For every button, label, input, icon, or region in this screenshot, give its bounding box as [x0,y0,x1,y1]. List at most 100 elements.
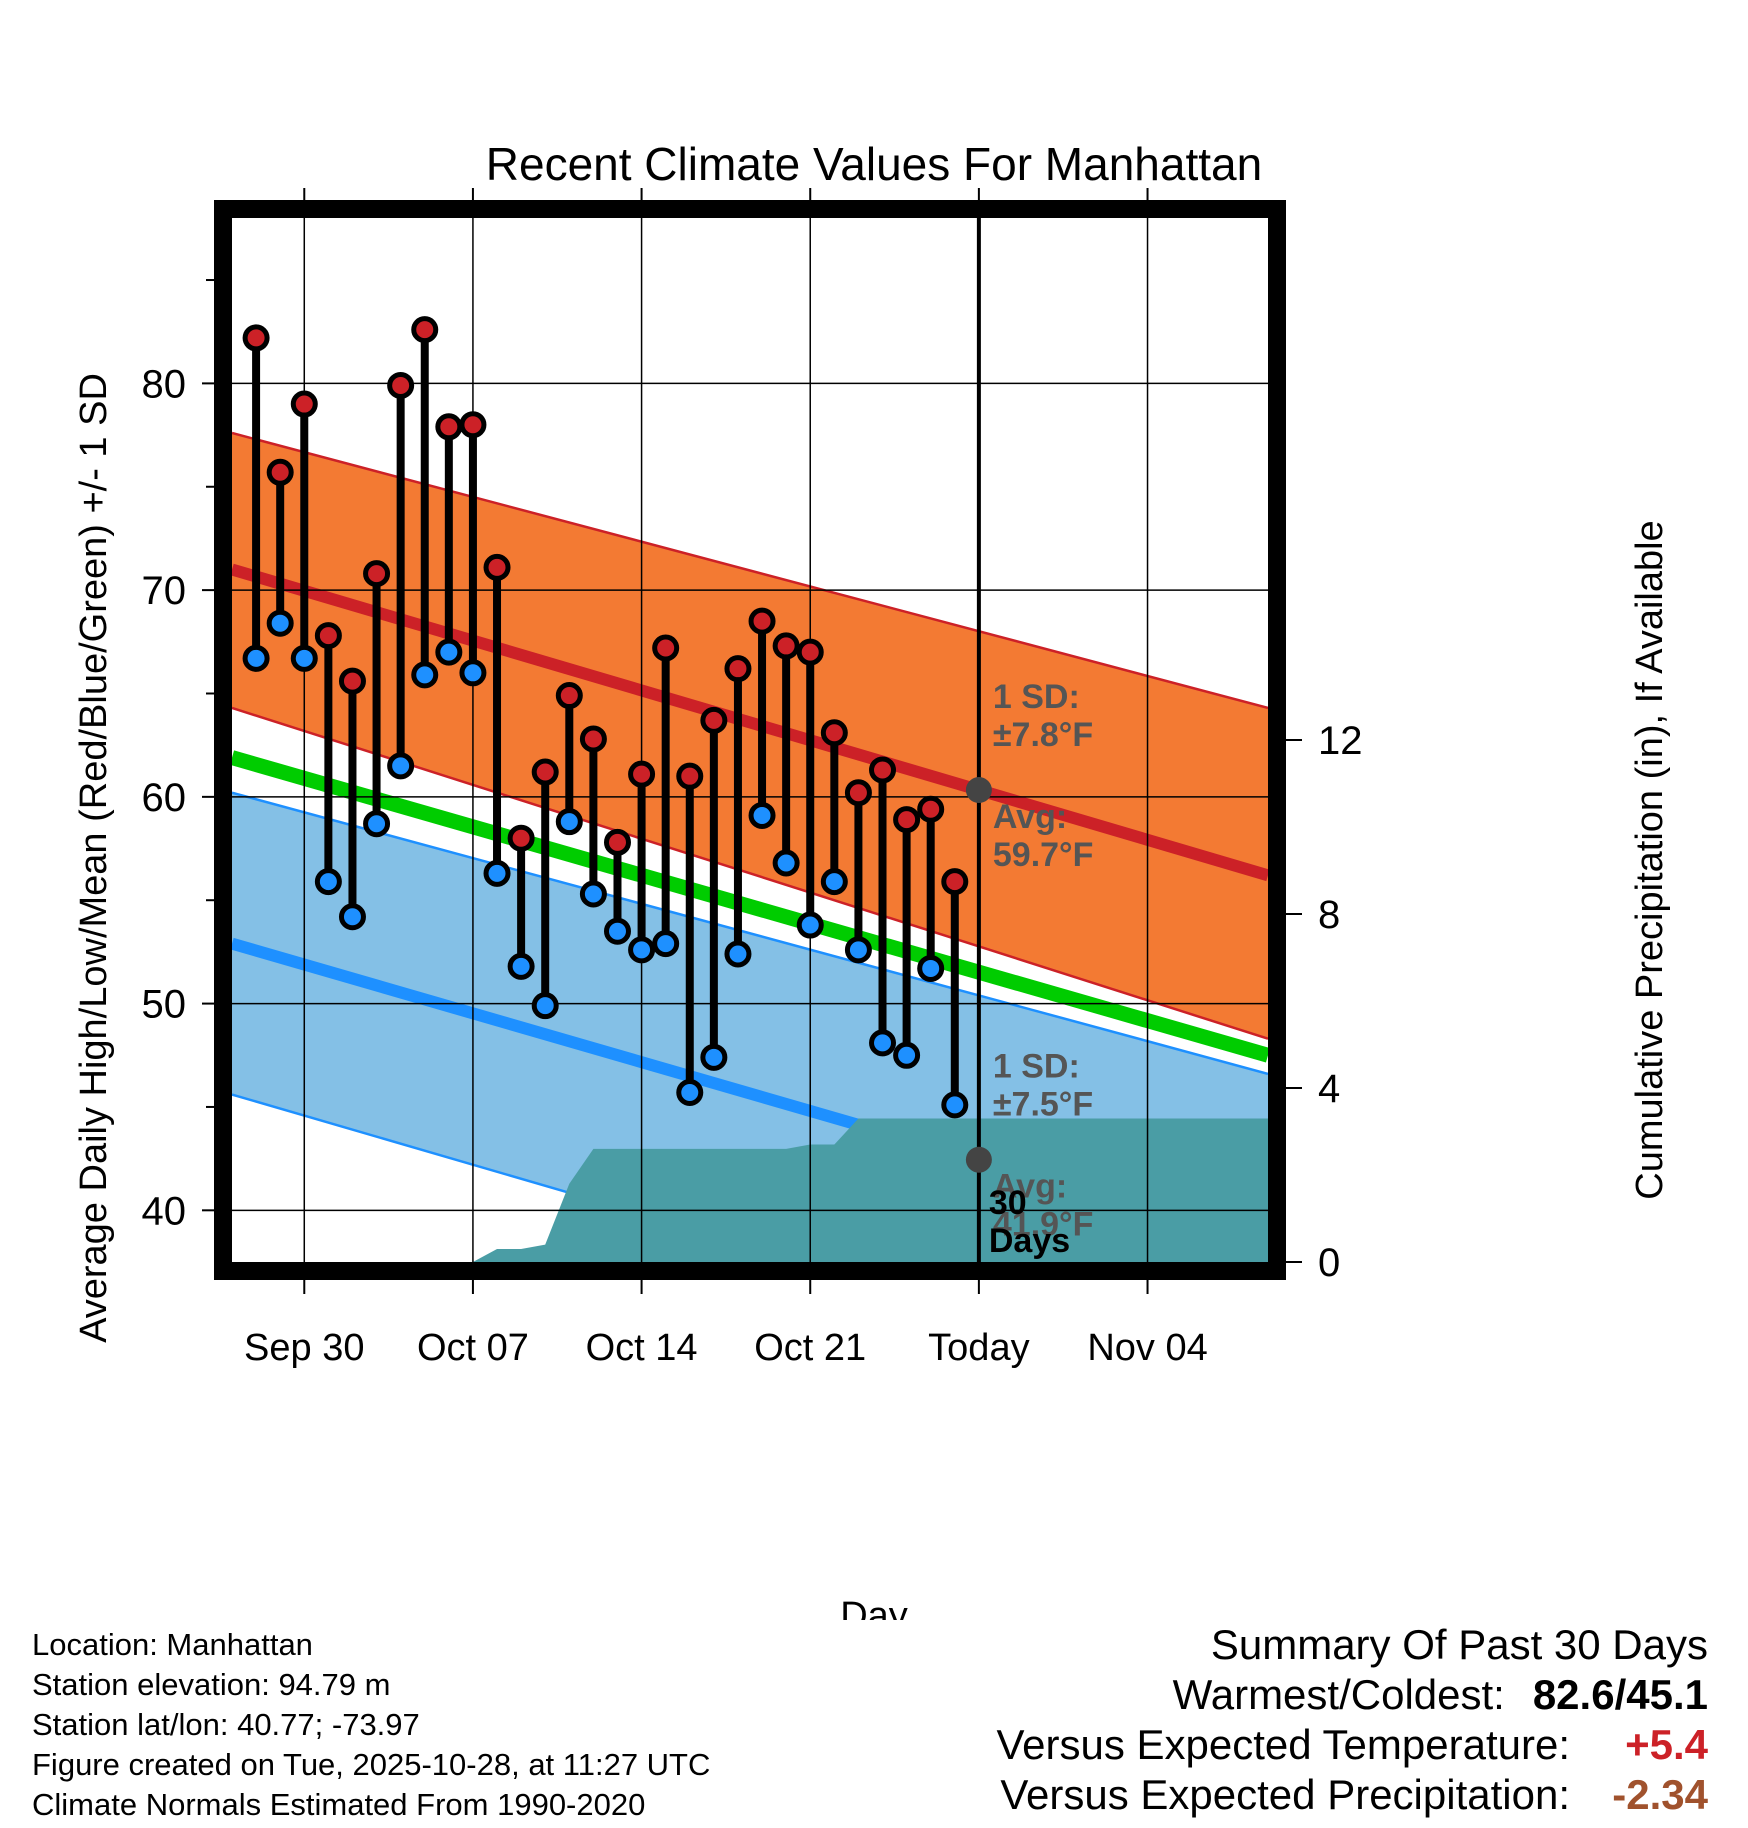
plot-frame [214,200,1286,1280]
observed-low-point [676,1078,704,1106]
observed-low-point [411,661,439,689]
observed-high-point [893,806,921,834]
observed-low-point [459,659,487,687]
observed-low-point [266,609,294,637]
observed-low-point [387,752,415,780]
precip-label: Versus Expected Precipitation: [1000,1771,1570,1818]
warm-cold-label: Warmest/Coldest: [1172,1671,1505,1718]
observed-high-point [796,638,824,666]
observed-high-point [387,371,415,399]
observed-low-point [652,930,680,958]
y-axis-label-left: Average Daily High/Low/Mean (Red/Blue/Gr… [73,373,115,1343]
warm-cold-value: 82.6/45.1 [1532,1671,1708,1718]
precip-row: Versus Expected Precipitation: -2.34 [996,1770,1708,1820]
observed-low-point [820,868,848,896]
observed-high-point [628,760,656,788]
precip-value: -2.34 [1612,1771,1708,1818]
y-axis-label-right: Cumulative Precipitation (in), If Availa… [1629,520,1671,1199]
observed-high-point [555,682,583,710]
location-text: Location: Manhattan [32,1627,313,1662]
observed-high-point [917,795,945,823]
observed-high-point [531,758,559,786]
observed-low-point [314,868,342,896]
observed-low-point [507,952,535,980]
observed-low-point [869,1029,897,1057]
x-tick-label: Oct 14 [586,1327,698,1369]
climate-chart: Recent Climate Values For Manhattan 1 SD… [73,138,1671,1620]
observed-high-point [435,413,463,441]
today-low-marker [965,1146,992,1173]
observed-low-point [941,1091,969,1119]
observed-low-point [603,917,631,945]
observed-low-point [748,801,776,829]
high-avg-annotation: Avg: [993,798,1067,836]
y-tick-label-right: 8 [1318,893,1340,937]
high-sd-annotation: 1 SD: [993,678,1080,716]
x-tick-label: Oct 21 [754,1327,866,1369]
station-info: Location: Manhattan Station elevation: 9… [32,1625,710,1825]
observed-high-point [290,390,318,418]
x-tick-label: Nov 04 [1087,1327,1207,1369]
low-avg-annotation: Avg: [993,1168,1067,1206]
created-text: Figure created on Tue, 2025-10-28, at 11… [32,1747,711,1782]
y-tick-label-right: 4 [1318,1067,1340,1111]
summary-panel: Summary Of Past 30 Days Warmest/Coldest:… [996,1620,1708,1820]
observed-low-point [700,1043,728,1071]
observed-low-point [435,638,463,666]
x-tick-label: Sep 30 [244,1327,364,1369]
observed-low-point [917,954,945,982]
y-tick-label-left: 60 [142,776,187,820]
observed-low-point [483,859,511,887]
precip-area [232,1118,1268,1262]
y-tick-label-left: 50 [142,983,187,1027]
observed-low-point [555,808,583,836]
observed-high-point [242,324,270,352]
observed-high-point [676,762,704,790]
observed-low-point [338,903,366,931]
observed-high-point [844,779,872,807]
today-high-marker [965,777,992,804]
warm-cold-row: Warmest/Coldest: 82.6/45.1 [996,1670,1708,1720]
observed-high-point [603,828,631,856]
y-tick-label-right: 12 [1318,719,1363,763]
observed-high-point [507,824,535,852]
observed-high-point [700,706,728,734]
window-annotation: 30 [989,1184,1027,1222]
x-tick-label: Today [928,1327,1029,1369]
normals-period-text: Climate Normals Estimated From 1990-2020 [32,1787,646,1822]
low-sd-annotation: ±7.5°F [993,1085,1093,1123]
observed-high-point [459,411,487,439]
observed-low-point [531,992,559,1020]
high-avg-annotation: 59.7°F [993,836,1094,874]
observed-low-point [628,936,656,964]
observed-high-point [941,868,969,896]
y-tick-label-right: 0 [1318,1241,1340,1285]
x-tick-label: Oct 07 [417,1327,529,1369]
latlon-text: Station lat/lon: 40.77; -73.97 [32,1707,420,1742]
observed-high-point [772,632,800,660]
observed-low-point [242,644,270,672]
observed-high-point [820,719,848,747]
observed-low-point [724,940,752,968]
chart-title: Recent Climate Values For Manhattan [486,138,1262,190]
observed-high-point [579,725,607,753]
y-tick-label-left: 70 [142,569,187,613]
observed-high-point [363,560,391,588]
observed-high-point [411,316,439,344]
high-sd-upper-line [232,431,1268,710]
high-sd-band [232,433,1268,1039]
observed-high-point [266,458,294,486]
observed-high-point [748,607,776,635]
temp-value: +5.4 [1625,1721,1708,1768]
high-normal-line [232,563,1268,882]
temp-row: Versus Expected Temperature: +5.4 [996,1720,1708,1770]
observed-high-point [869,756,897,784]
observed-high-point [338,667,366,695]
observed-low-point [579,880,607,908]
observed-low-point [772,849,800,877]
elevation-text: Station elevation: 94.79 m [32,1667,391,1702]
observed-low-point [363,810,391,838]
window-annotation: Days [989,1222,1070,1260]
low-sd-annotation: 1 SD: [993,1047,1080,1085]
